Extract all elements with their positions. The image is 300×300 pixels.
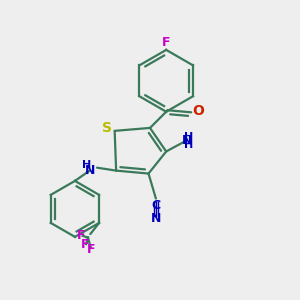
Text: C: C: [151, 199, 160, 212]
Text: O: O: [192, 104, 204, 118]
Text: S: S: [102, 121, 112, 135]
Text: H: H: [184, 132, 194, 142]
Text: F: F: [77, 229, 86, 242]
Text: F: F: [81, 238, 89, 251]
Text: H: H: [184, 140, 194, 150]
Text: H: H: [82, 160, 91, 170]
Text: F: F: [87, 243, 96, 256]
Text: N: N: [85, 164, 95, 176]
Text: N: N: [151, 212, 161, 225]
Text: N: N: [182, 134, 192, 147]
Text: F: F: [162, 36, 170, 49]
